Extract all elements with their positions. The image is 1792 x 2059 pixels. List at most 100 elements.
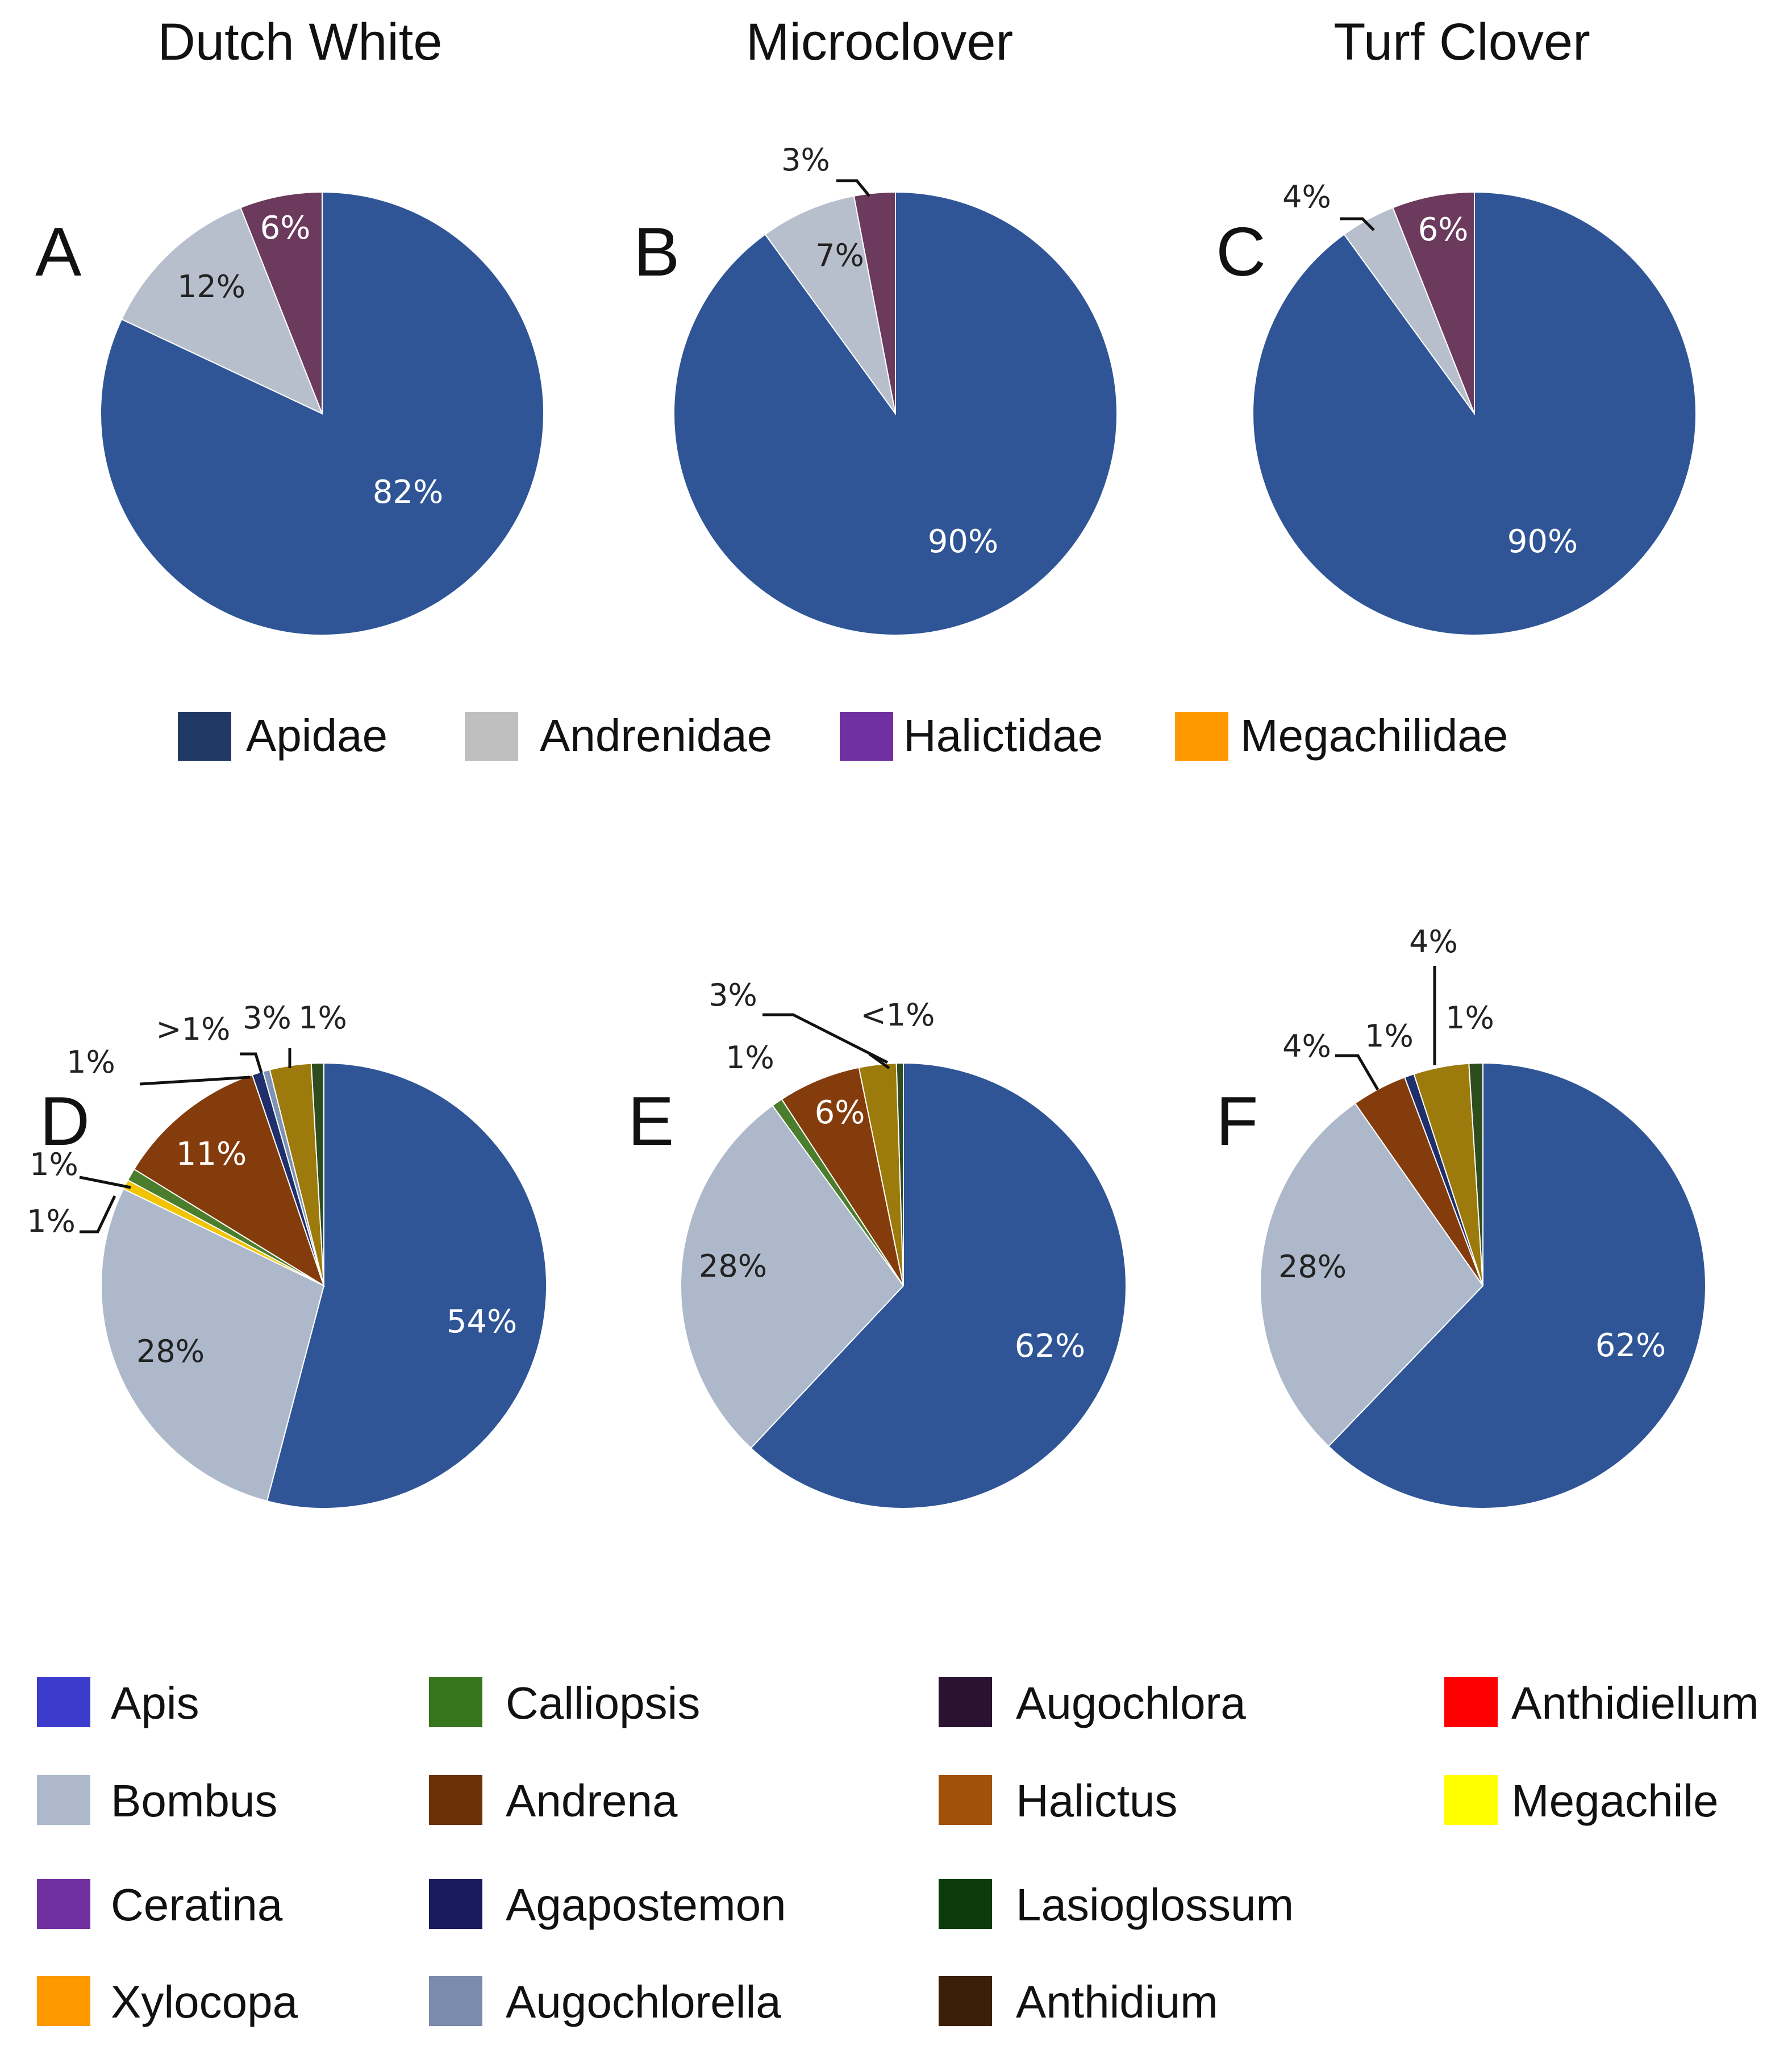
legend-label-andrenidae: Andrenidae [540, 710, 772, 761]
legend-label-apidae: Apidae [246, 710, 387, 761]
legend-swatch-calliopsis [429, 1677, 482, 1727]
label-d-apis: 54% [447, 1303, 517, 1340]
legend-swatch-megachilidae [1175, 712, 1228, 761]
pie-b: 90% 7% 3% [673, 142, 1118, 636]
leader-f-4pct-left [1335, 1054, 1380, 1091]
panel-letter-f: F [1216, 1082, 1258, 1160]
label-a-apidae: 82% [373, 474, 443, 511]
leader-e-3pct [762, 1013, 889, 1064]
slice-a-halictidae [240, 191, 323, 414]
slice-e-andrena [781, 1066, 904, 1286]
leader-d-1pct-mid [79, 1176, 131, 1189]
label-c-andrenidae: 4% [1282, 179, 1331, 215]
legend-swatch-ceratina [37, 1879, 90, 1929]
title-turf-clover: Turf Clover [1333, 13, 1590, 71]
family-legend: Apidae Andrenidae Halictidae Megachilida… [178, 710, 1508, 761]
legend-label-megachile: Megachile [1511, 1775, 1719, 1826]
label-a-andrenidae: 12% [177, 269, 245, 305]
leader-e-lt1pct [868, 1052, 890, 1070]
label-d-agapostemon: 1% [66, 1044, 115, 1080]
label-e-andrena: 6% [815, 1094, 865, 1131]
legend-label-augochlora: Augochlora [1016, 1678, 1246, 1728]
legend-label-andrena: Andrena [506, 1775, 678, 1826]
legend-swatch-megachile [1444, 1775, 1498, 1825]
slice-e-apis [750, 1062, 1127, 1509]
label-d-megachile: 1% [27, 1203, 76, 1239]
label-a-halictidae: 6% [260, 210, 311, 247]
legend-swatch-apidae [178, 712, 231, 761]
genus-legend: Apis Bombus Ceratina Xylocopa Calliopsis… [37, 1677, 1759, 2027]
panel-letter-d: D [40, 1082, 90, 1160]
legend-swatch-halictus [939, 1775, 992, 1825]
slice-f-apis [1327, 1062, 1706, 1509]
label-e-bombus: 28% [699, 1248, 767, 1284]
legend-swatch-lasioglossum [939, 1879, 992, 1929]
label-e-halictus: 3% [709, 977, 757, 1013]
pie-charts: 82% 12% 6% 90% 7% 3% 90% 4% 6% 54% 28% 1% 1% 11% 1% >1%… [27, 142, 1706, 1509]
label-f-bombus: 28% [1278, 1249, 1347, 1285]
panel-letter-a: A [35, 213, 82, 290]
legend-label-bombus: Bombus [111, 1775, 277, 1826]
leader-b-3pct [836, 179, 870, 197]
leader-lines [79, 179, 1436, 1233]
label-f-agapostemon: 1% [1365, 1018, 1414, 1054]
legend-swatch-andrena [429, 1775, 482, 1825]
pie-d: 54%28%1%1% 11%1%>1% 3% 1% [27, 1000, 547, 1509]
title-dutch-white: Dutch White [157, 13, 442, 71]
slice-b-andrenidae [764, 195, 896, 414]
slice-e-lasioglossum [895, 1062, 904, 1286]
legend-label-halictus: Halictus [1016, 1775, 1178, 1826]
label-d-augochlorella: >1% [156, 1011, 231, 1047]
legend-label-halictidae: Halictidae [903, 710, 1103, 761]
legend-label-ceratina: Ceratina [111, 1879, 283, 1930]
legend-swatch-andrenidae [465, 712, 518, 761]
panel-letter-b: B [634, 213, 680, 290]
panel-letter-c: C [1216, 213, 1266, 290]
legend-label-megachilidae: Megachilidae [1240, 710, 1508, 761]
panel-letter-e: E [628, 1082, 674, 1160]
leader-c-4pct [1340, 217, 1375, 231]
legend-label-agapostemon: Agapostemon [506, 1879, 786, 1930]
label-d-lasioglossum: 1% [298, 1000, 347, 1036]
legend-swatch-apis [37, 1677, 90, 1727]
label-d-andrena: 11% [176, 1136, 247, 1173]
label-d-halictus: 3% [243, 1000, 291, 1036]
label-c-apidae: 90% [1507, 523, 1578, 560]
legend-swatch-augochlorella [429, 1976, 482, 2026]
slice-d-andrena [133, 1074, 325, 1287]
legend-label-anthidium: Anthidium [1016, 1977, 1218, 2027]
legend-swatch-xylocopa [37, 1976, 90, 2026]
slice-d-bombus [101, 1188, 325, 1502]
slice-d-apis [266, 1062, 547, 1509]
label-d-calliopsis: 1% [30, 1147, 78, 1182]
slice-e-bombus [680, 1104, 905, 1449]
label-b-apidae: 90% [928, 523, 998, 560]
label-c-halictidae: 6% [1418, 211, 1469, 248]
leader-d-gt1pct [240, 1052, 263, 1073]
label-b-andrenidae: 7% [815, 237, 864, 273]
label-e-apis: 62% [1015, 1328, 1085, 1365]
label-f-lasioglossum: 1% [1445, 1000, 1494, 1036]
pie-a: 82% 12% 6% [100, 191, 544, 636]
legend-label-xylocopa: Xylocopa [111, 1977, 298, 2027]
slice-f-lasioglossum [1468, 1062, 1483, 1286]
leader-d-1pct-top [139, 1076, 251, 1086]
label-e-calliopsis: 1% [726, 1040, 774, 1076]
title-microclover: Microclover [746, 13, 1013, 71]
legend-label-calliopsis: Calliopsis [506, 1678, 700, 1728]
legend-label-anthidiellum: Anthidiellum [1511, 1678, 1759, 1728]
label-f-apis: 62% [1595, 1327, 1666, 1364]
label-f-andrena: 4% [1282, 1028, 1331, 1064]
label-f-halictus: 4% [1409, 924, 1458, 960]
legend-swatch-anthidium [939, 1976, 992, 2026]
legend-swatch-halictidae [840, 712, 893, 761]
legend-swatch-agapostemon [429, 1879, 482, 1929]
slice-c-halictidae [1392, 191, 1475, 414]
leader-d-1pct-low [80, 1195, 116, 1233]
slice-b-halictidae [853, 191, 896, 414]
label-b-halictidae: 3% [781, 142, 830, 178]
slice-a-andrenidae [120, 207, 323, 415]
slice-f-bombus [1260, 1102, 1484, 1448]
pie-e: 62% 28% 1% 6% 3% <1% [680, 977, 1127, 1509]
